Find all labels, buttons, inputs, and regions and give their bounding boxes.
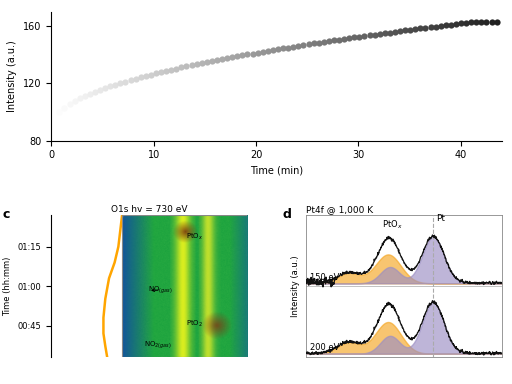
Text: PtO$_2$: PtO$_2$ (185, 319, 203, 329)
Text: 150 eV: 150 eV (310, 273, 339, 282)
Text: PtO$_x$: PtO$_x$ (185, 232, 203, 242)
Text: Pt4f @ 1,000 K: Pt4f @ 1,000 K (306, 205, 373, 214)
Text: d: d (282, 208, 291, 221)
Y-axis label: Time (hh:mm): Time (hh:mm) (3, 257, 12, 316)
Bar (122, 215, 247, 357)
Text: Pt: Pt (437, 214, 445, 223)
Text: PtO$_x$: PtO$_x$ (382, 218, 402, 231)
Title: O1s hv = 730 eV: O1s hv = 730 eV (111, 205, 187, 214)
Y-axis label: Intensity (a.u.): Intensity (a.u.) (291, 255, 301, 317)
Text: c: c (2, 208, 10, 221)
Text: 200 eV: 200 eV (310, 343, 339, 352)
Text: NO$_{2(gas)}$: NO$_{2(gas)}$ (144, 339, 173, 350)
X-axis label: Time (min): Time (min) (250, 166, 303, 176)
Text: NO$_{(gas)}$: NO$_{(gas)}$ (148, 284, 173, 295)
Y-axis label: Intensity (a.u.): Intensity (a.u.) (7, 40, 17, 112)
